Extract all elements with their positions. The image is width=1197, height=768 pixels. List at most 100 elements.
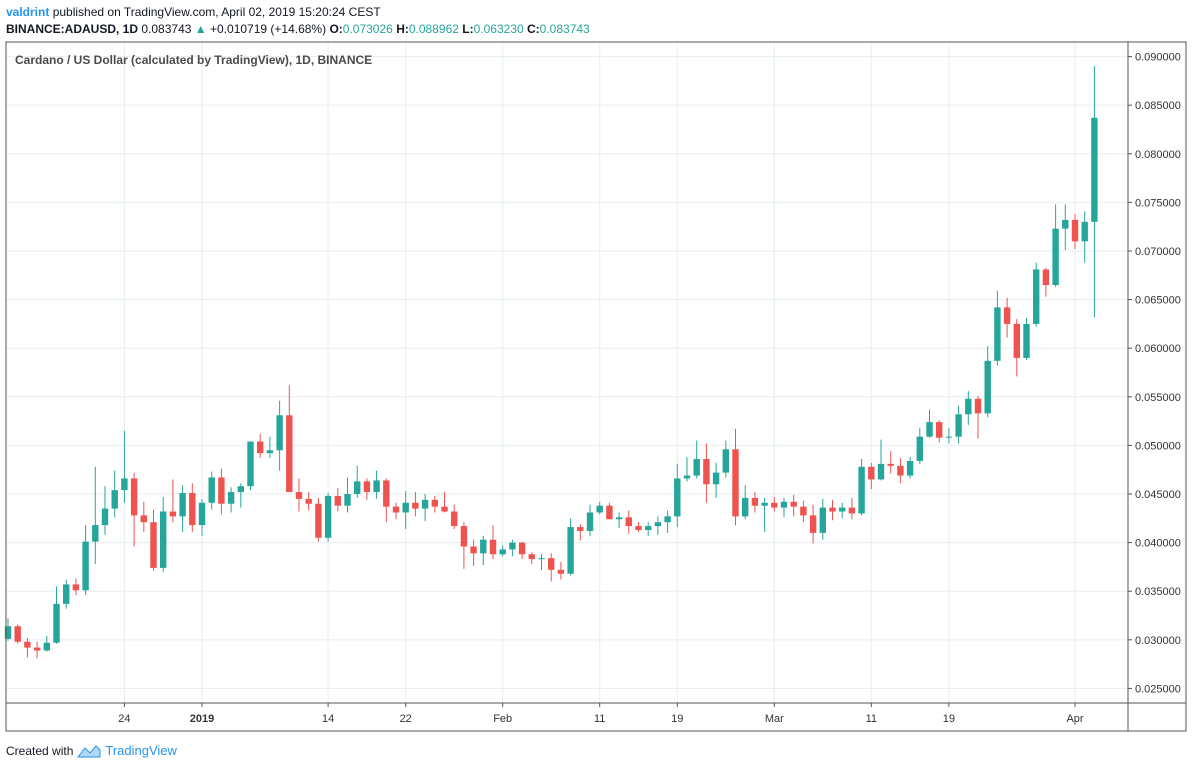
candle (276, 400, 283, 471)
y-tick-label: 0.055000 (1135, 392, 1181, 404)
y-tick-label: 0.045000 (1135, 489, 1181, 501)
candle (1091, 66, 1098, 318)
candle-body (160, 511, 167, 568)
candle (742, 485, 749, 520)
candle-body (63, 584, 70, 604)
candle (1023, 318, 1030, 360)
candle (111, 470, 118, 518)
outer-border (5, 41, 1187, 732)
candle-body (373, 480, 380, 493)
candle (596, 501, 603, 515)
time-axis[interactable]: 24 2019 14 22 Feb 11 19 Mar 11 19 Apr (118, 703, 1084, 725)
candle-body (480, 539, 487, 554)
candle-body (383, 480, 390, 507)
candle-body (809, 515, 817, 533)
candle-body (780, 501, 788, 508)
tradingview-logo-icon (77, 744, 101, 757)
candle (984, 346, 991, 418)
candle (354, 465, 361, 498)
low-label: L: (462, 22, 474, 36)
candle-body (518, 542, 526, 555)
candle (829, 499, 836, 521)
candle-body (877, 463, 885, 480)
candle (451, 504, 458, 530)
candle (82, 525, 89, 596)
candle (839, 502, 846, 519)
high-value: 0.088962 (408, 22, 459, 36)
candle-body (829, 507, 836, 512)
candle (557, 562, 565, 580)
candle (441, 492, 448, 513)
x-tick-label: 19 (943, 713, 955, 725)
candle (24, 637, 31, 658)
x-tick-label: Mar (765, 713, 784, 725)
candle-body (441, 506, 448, 512)
candle (528, 552, 535, 564)
candle (392, 502, 400, 520)
close-value: 0.083743 (539, 22, 590, 36)
candle-body (460, 526, 468, 547)
y-tick-label: 0.070000 (1135, 246, 1181, 258)
candle (674, 463, 681, 528)
candles (4, 66, 1098, 659)
price-axis[interactable]: 0.025000 0.030000 0.035000 0.040000 0.045000… (1128, 52, 1181, 696)
candle-body (751, 497, 759, 506)
candle (858, 459, 865, 516)
candle-body (421, 499, 429, 509)
candle-body (43, 642, 50, 651)
candle-body (674, 478, 681, 517)
candle-body (577, 527, 584, 531)
candle (877, 439, 885, 481)
candle (926, 409, 933, 438)
candle-body (53, 603, 60, 643)
candle (538, 554, 545, 570)
candle-body (1042, 269, 1050, 286)
up-arrow-icon: ▲ (194, 22, 207, 36)
candle-body (179, 493, 186, 517)
symbol-label: BINANCE:ADAUSD, 1D (6, 22, 139, 36)
candle (518, 541, 526, 560)
candle-body (189, 493, 196, 526)
candle-body (92, 525, 99, 542)
candle-body (819, 507, 826, 533)
x-tick-label: 19 (671, 713, 683, 725)
candle-body (538, 558, 545, 560)
candle (305, 492, 312, 511)
candle-body (557, 569, 565, 574)
chart-grid (6, 42, 1128, 703)
candle (1081, 211, 1088, 263)
candle (412, 492, 419, 517)
candle-body (1003, 307, 1011, 324)
candle (247, 441, 254, 491)
candle (974, 395, 982, 439)
candle (460, 522, 468, 569)
candle-body (72, 584, 80, 591)
ohlc-legend: BINANCE:ADAUSD, 1D 0.083743 ▲ +0.010719 … (6, 22, 590, 36)
candle-body (771, 502, 778, 508)
candle-body (790, 501, 797, 507)
candle (1062, 204, 1069, 251)
candle (315, 497, 322, 542)
candle (160, 496, 167, 572)
candle (567, 518, 574, 576)
candle-body (150, 522, 157, 568)
published-text: published on TradingView.com, April 02, … (52, 5, 381, 19)
candle-body (528, 554, 535, 560)
x-tick-label: 22 (400, 713, 412, 725)
y-tick-label: 0.080000 (1135, 149, 1181, 161)
tradingview-brand[interactable]: TradingView (105, 743, 177, 758)
y-tick-label: 0.025000 (1135, 683, 1181, 695)
candle-body (654, 522, 662, 527)
candle-body (683, 475, 691, 479)
candle-body (567, 527, 574, 574)
author-name[interactable]: valdrint (6, 5, 50, 19)
candle (635, 522, 642, 532)
candle-body (1091, 117, 1098, 222)
price-change: +0.010719 (+14.68%) (210, 22, 327, 36)
candle (897, 458, 904, 484)
candle-body (742, 497, 749, 517)
candle (286, 385, 293, 493)
candle-body (693, 459, 700, 476)
candle (703, 443, 710, 503)
